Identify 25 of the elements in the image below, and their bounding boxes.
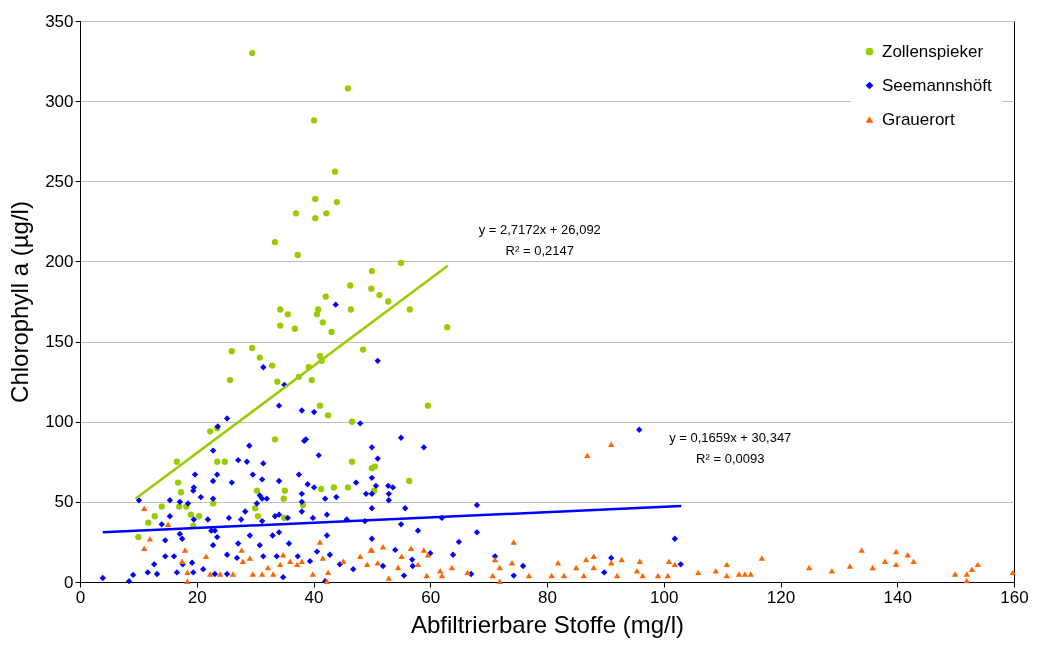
y-tick-label: 0 xyxy=(64,572,74,592)
y-tick-label: 350 xyxy=(45,11,74,31)
x-tick-label: 40 xyxy=(304,587,324,607)
x-tick-label: 140 xyxy=(883,587,912,607)
legend-label: Zollenspieker xyxy=(882,41,984,61)
x-tick-label: 80 xyxy=(538,587,557,607)
legend-label: Grauerort xyxy=(882,109,956,129)
annotation: y = 0,1659x + 30,347 xyxy=(669,430,792,446)
y-axis-title: Chlorophyll a (µg/l) xyxy=(6,201,34,403)
x-tick-label: 160 xyxy=(1000,587,1029,607)
x-tick-label: 100 xyxy=(650,587,679,607)
x-tick-label: 20 xyxy=(187,587,207,607)
y-tick-label: 300 xyxy=(45,91,74,111)
annotation: y = 2,7172x + 26,092 xyxy=(478,221,601,237)
x-tick-label: 60 xyxy=(421,587,441,607)
legend-label: Seemannshöft xyxy=(882,75,992,95)
annotation: R² = 0,0093 xyxy=(696,451,765,467)
y-tick-label: 150 xyxy=(45,332,74,352)
y-tick-label: 50 xyxy=(54,492,74,512)
x-axis-title: Abfiltrierbare Stoffe (mg/l) xyxy=(411,610,684,638)
y-tick-label: 250 xyxy=(45,171,74,191)
x-tick-label: 120 xyxy=(766,587,796,607)
annotation: R² = 0,2147 xyxy=(505,242,574,258)
y-tick-label: 200 xyxy=(45,251,74,271)
y-tick-label: 100 xyxy=(45,412,74,432)
